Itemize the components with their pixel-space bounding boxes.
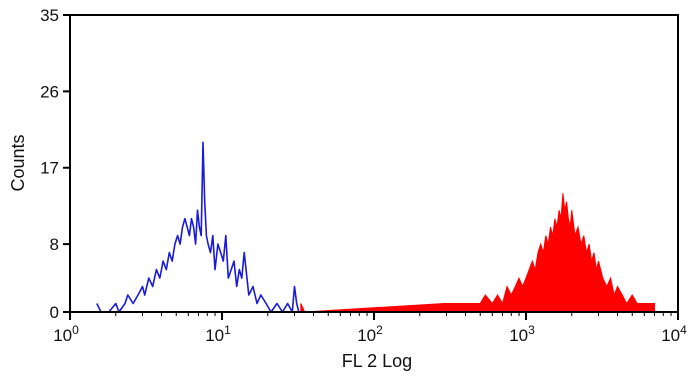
x-tick-label: 101 bbox=[205, 323, 231, 345]
x-axis: 100 101 102 103 104 bbox=[53, 312, 687, 345]
y-tick-label: 35 bbox=[40, 6, 59, 25]
y-axis: 0 8 17 26 35 bbox=[40, 6, 70, 322]
x-tick-label: 100 bbox=[53, 323, 79, 345]
y-tick-label: 8 bbox=[50, 235, 59, 254]
series-1-area bbox=[300, 193, 655, 313]
x-tick-label: 103 bbox=[509, 323, 535, 345]
y-tick-label: 26 bbox=[40, 82, 59, 101]
x-axis-title: FL 2 Log bbox=[342, 351, 412, 371]
y-axis-title: Counts bbox=[8, 134, 28, 191]
series-0-line bbox=[96, 141, 300, 313]
x-tick-label: 104 bbox=[661, 323, 687, 345]
y-tick-label: 0 bbox=[50, 303, 59, 322]
series-layer bbox=[96, 141, 655, 313]
x-tick-label: 102 bbox=[357, 323, 383, 345]
y-tick-label: 17 bbox=[40, 159, 59, 178]
